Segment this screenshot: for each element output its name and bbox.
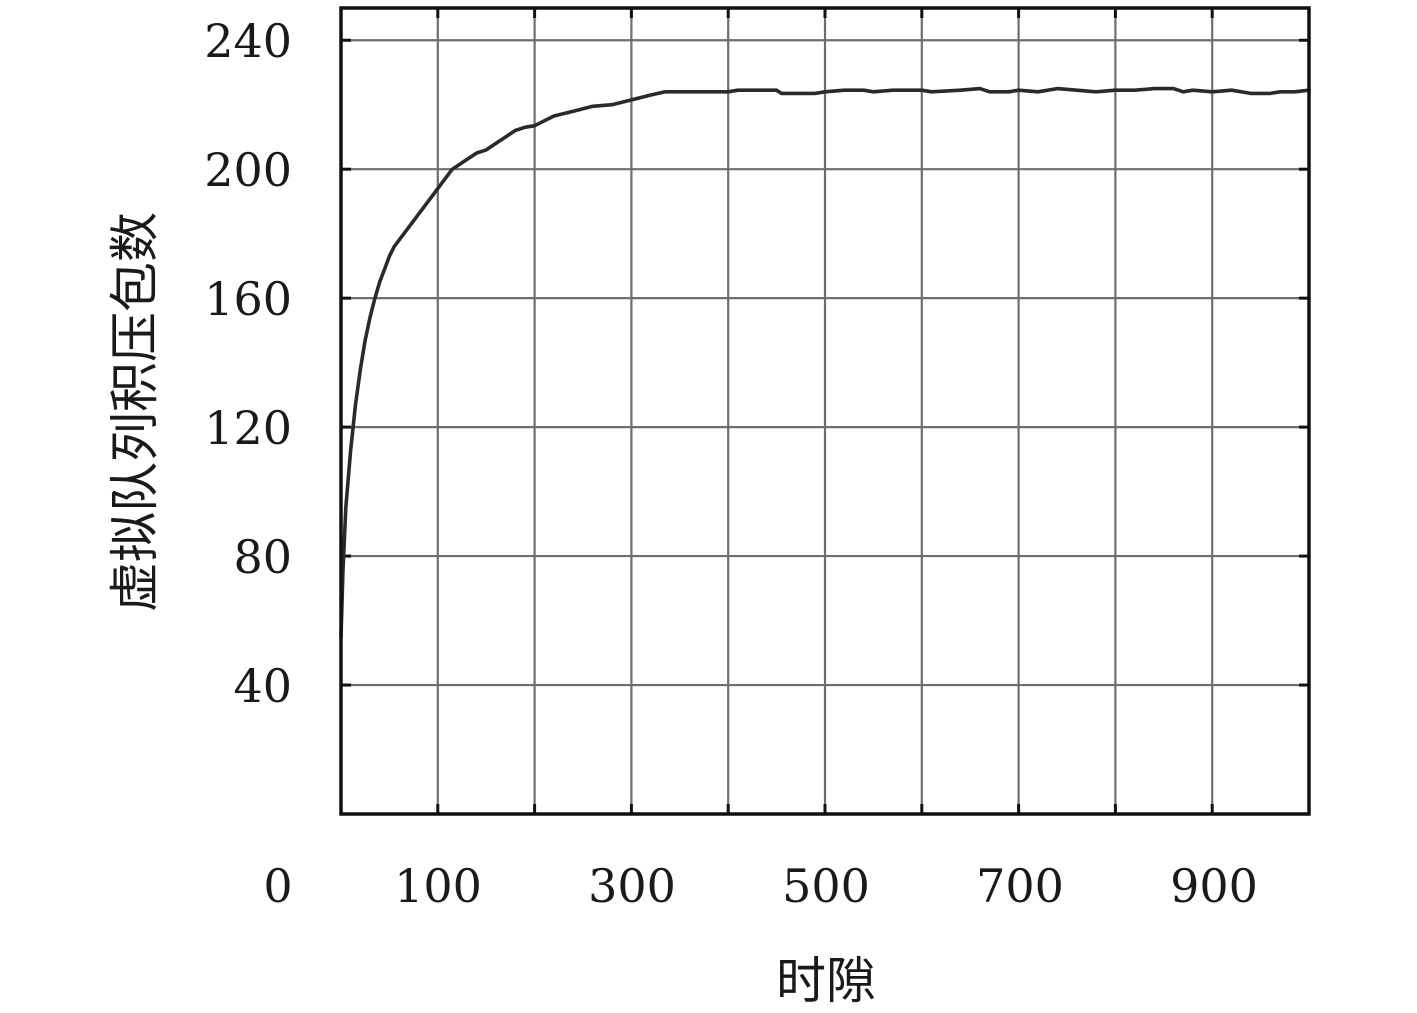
x-tick-label: 300 xyxy=(588,859,676,913)
y-tick-label: 80 xyxy=(233,530,292,584)
y-tick-label: 160 xyxy=(204,272,292,326)
x-tick-labels: 0 100 300 500 700 900 xyxy=(263,859,1258,913)
y-tick-label: 240 xyxy=(204,14,292,68)
y-tick-label: 120 xyxy=(204,401,292,455)
y-tick-label: 40 xyxy=(233,659,292,713)
y-tick-label: 200 xyxy=(204,143,292,197)
x-tick-label: 100 xyxy=(394,859,482,913)
x-tick-label: 0 xyxy=(263,859,292,913)
series-layer xyxy=(339,86,1311,639)
x-tick-label: 700 xyxy=(976,859,1064,913)
tick-marks xyxy=(339,8,1311,814)
y-tick-labels: 40 80 120 160 200 240 xyxy=(204,14,292,713)
series-line xyxy=(339,86,1311,639)
y-axis-label: 虚拟队列积压包数 xyxy=(106,212,164,612)
plot-frame xyxy=(339,6,1311,816)
x-axis-label: 时隙 xyxy=(776,952,876,1010)
x-tick-label: 900 xyxy=(1170,859,1258,913)
grid xyxy=(341,8,1309,814)
x-tick-label: 500 xyxy=(782,859,870,913)
